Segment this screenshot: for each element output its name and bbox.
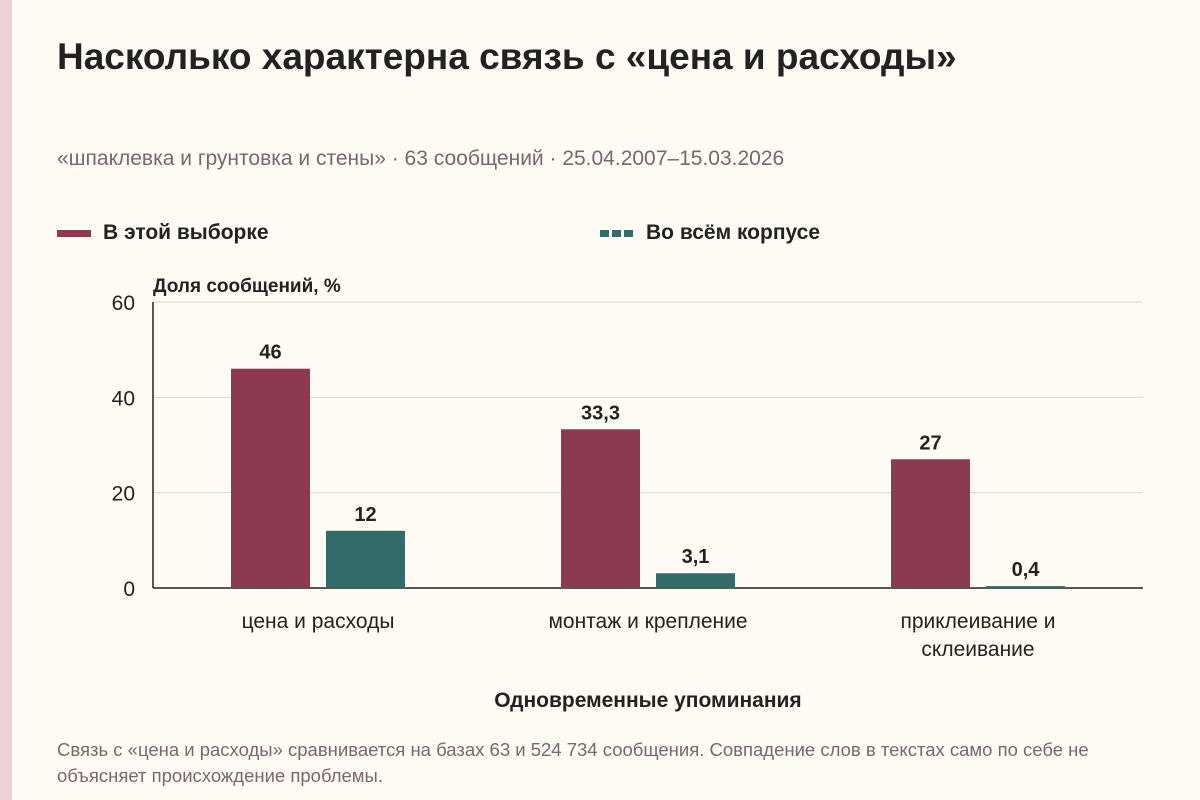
data-label-corpus: 0,4 xyxy=(1012,559,1041,581)
left-accent-strip xyxy=(0,0,12,800)
chart-subtitle: «шпаклевка и грунтовка и стены» · 63 соо… xyxy=(57,147,785,170)
bar-sample xyxy=(561,429,640,588)
legend-label-sample: В этой выборке xyxy=(103,221,269,244)
bar-sample xyxy=(891,459,970,588)
data-label-sample: 27 xyxy=(919,432,941,454)
legend-swatch-sample xyxy=(57,229,91,237)
bar-corpus xyxy=(326,530,405,588)
data-label-sample: 33,3 xyxy=(581,402,620,424)
data-label-corpus: 3,1 xyxy=(682,546,710,568)
y-tick-label: 0 xyxy=(123,578,135,601)
data-label-corpus: 12 xyxy=(354,504,376,526)
y-tick-label: 60 xyxy=(112,292,135,315)
x-tick-label: цена и расходы xyxy=(242,610,395,633)
footnote: Связь с «цена и расходы» сравнивается на… xyxy=(57,739,1089,786)
x-tick-label: монтаж и крепление xyxy=(548,610,747,633)
legend-item-sample: В этой выборке xyxy=(57,219,269,247)
data-label-sample: 46 xyxy=(259,342,281,364)
bar-sample xyxy=(231,368,310,588)
legend-item-corpus: Во всём корпусе xyxy=(600,219,820,247)
x-tick-label: приклеивание и xyxy=(900,610,1055,633)
bar-corpus xyxy=(986,586,1065,588)
legend-swatch-corpus xyxy=(600,229,634,237)
y-tick-label: 40 xyxy=(112,387,135,410)
legend-label-corpus: Во всём корпусе xyxy=(646,221,821,244)
y-tick-label: 20 xyxy=(112,483,135,506)
x-tick-label: склеивание xyxy=(921,638,1034,661)
chart-title: Насколько характерна связь с «цена и рас… xyxy=(57,36,957,77)
y-axis-label: Доля сообщений, % xyxy=(153,276,341,297)
bar-corpus xyxy=(656,573,735,588)
x-axis-label: Одновременные упоминания xyxy=(494,689,801,712)
